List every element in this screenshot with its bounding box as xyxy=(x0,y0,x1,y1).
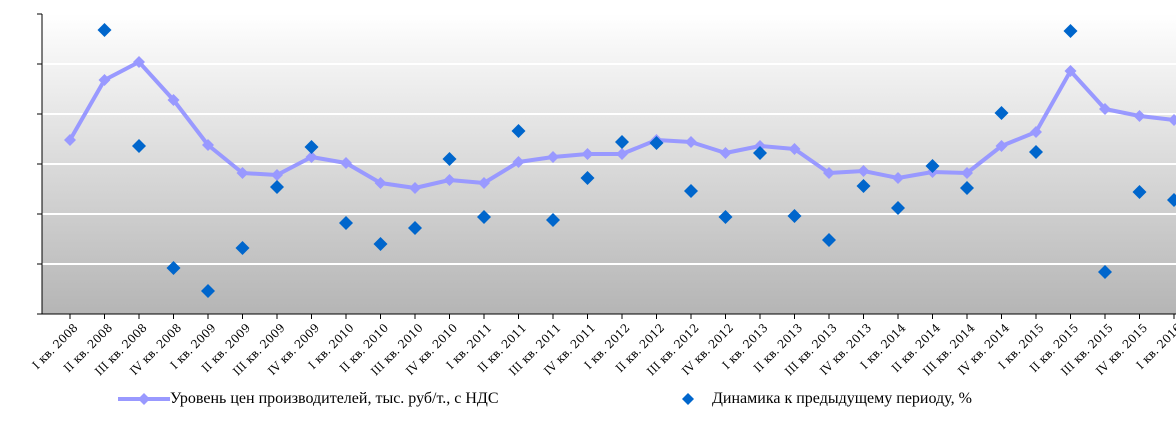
price-level-point xyxy=(719,147,732,159)
dynamics-point xyxy=(891,201,905,215)
price-level-point xyxy=(1099,103,1111,115)
dynamics-point xyxy=(132,139,146,153)
dynamics-point xyxy=(649,136,664,150)
price-level-point xyxy=(857,165,870,177)
price-level-point xyxy=(616,148,628,160)
dynamics-point xyxy=(856,179,871,193)
dynamics-point xyxy=(1132,185,1147,199)
legend-diamond-marker-icon xyxy=(682,393,694,405)
dynamics-point xyxy=(994,106,1009,120)
legend-item-dynamics: Динамика к предыдущему периоду, % xyxy=(678,384,972,414)
dynamics-point xyxy=(1098,265,1112,279)
dynamics-point xyxy=(1063,24,1078,38)
price-level-point xyxy=(64,134,76,146)
dynamics-point xyxy=(546,213,560,227)
dynamics-point xyxy=(615,135,629,149)
dynamics-point xyxy=(201,284,215,298)
y-axis xyxy=(37,13,43,315)
price-level-point xyxy=(995,140,1008,152)
dynamics-point xyxy=(787,209,802,223)
price-level-point xyxy=(236,167,249,179)
price-level-point xyxy=(823,167,835,179)
dynamics-point xyxy=(822,233,836,247)
dynamics-point xyxy=(408,221,422,235)
dynamics-point xyxy=(925,159,940,173)
dynamics-point xyxy=(304,140,319,154)
dynamics-point xyxy=(235,241,250,255)
price-level-point xyxy=(961,167,973,179)
price-level-point xyxy=(1030,126,1042,138)
dynamics-point xyxy=(97,23,112,37)
dynamics-point xyxy=(270,180,284,194)
dynamics-point xyxy=(684,184,698,198)
price-level-point xyxy=(788,143,801,155)
price-level-point xyxy=(374,177,387,189)
dynamics-point xyxy=(718,210,733,224)
price-level-point xyxy=(685,136,697,148)
price-level-point xyxy=(1064,65,1077,77)
dynamics-point xyxy=(477,210,491,224)
price-level-point xyxy=(305,151,318,163)
dynamics-point xyxy=(373,237,388,251)
series-line-price-level xyxy=(64,56,1176,194)
price-level-point xyxy=(892,172,904,184)
dynamics-point xyxy=(1167,193,1176,207)
price-level-point xyxy=(547,151,559,163)
dynamics-point xyxy=(753,146,767,160)
price-level-point xyxy=(1133,110,1146,122)
price-level-point xyxy=(167,94,180,106)
price-level-point xyxy=(443,174,456,186)
price-level-point xyxy=(202,139,214,151)
price-level-point xyxy=(340,157,352,169)
dynamics-point xyxy=(1029,145,1043,159)
dynamics-point xyxy=(166,261,181,275)
x-axis xyxy=(42,313,1176,319)
legend-label-price-level: Уровень цен производителей, тыс. руб/т.,… xyxy=(170,390,499,407)
dynamics-point xyxy=(511,124,526,138)
price-level-point xyxy=(1168,114,1176,126)
price-level-point xyxy=(581,148,594,160)
dynamics-point xyxy=(339,216,353,230)
legend-item-price-level: Уровень цен производителей, тыс. руб/т.,… xyxy=(118,384,498,414)
dynamics-point xyxy=(442,152,457,166)
legend-label-dynamics: Динамика к предыдущему периоду, % xyxy=(712,390,972,407)
dynamics-point xyxy=(580,171,595,185)
series-scatter-dynamics xyxy=(97,23,1176,298)
price-level-point xyxy=(133,56,145,68)
price-level-point xyxy=(98,74,111,86)
legend-line-marker-icon xyxy=(118,393,170,405)
price-level-point xyxy=(271,169,283,181)
price-level-point xyxy=(409,182,421,194)
dynamics-point xyxy=(960,181,974,195)
legend: Уровень цен производителей, тыс. руб/т.,… xyxy=(0,384,1176,414)
price-level-point xyxy=(478,177,490,189)
price-level-point xyxy=(512,156,525,168)
